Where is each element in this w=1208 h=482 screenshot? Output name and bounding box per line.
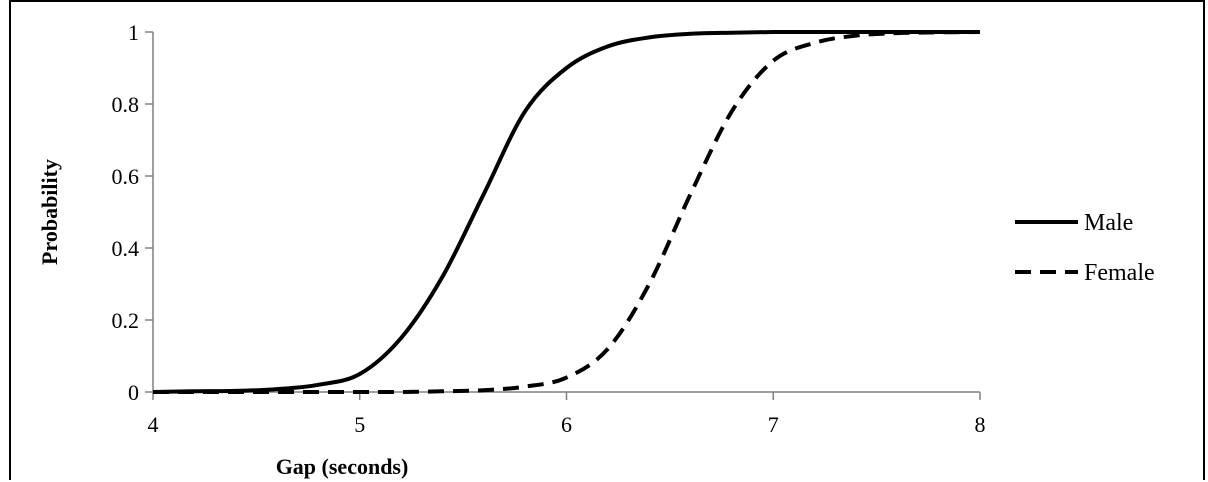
y-tick-label: 0.6 (112, 164, 140, 189)
x-axis-title: Gap (seconds) (276, 454, 409, 479)
y-tick-label: 0.8 (112, 92, 140, 117)
y-tick-label: 1 (128, 20, 139, 45)
chart-frame (9, 0, 1205, 480)
axes (152, 32, 980, 393)
y-tick-label: 0.4 (112, 236, 140, 261)
x-tick-label: 6 (561, 412, 572, 437)
x-ticks: 4 5 6 7 8 (148, 392, 986, 437)
x-tick-label: 4 (148, 412, 159, 437)
series-line-female (153, 30, 981, 395)
x-tick-label: 7 (768, 412, 779, 437)
legend-label-female: Female (1084, 260, 1155, 286)
y-axis-title: Probability (37, 159, 62, 265)
series-line-male (152, 29, 980, 394)
y-ticks: 0 0.2 0.4 0.6 0.8 1 (112, 20, 153, 405)
x-tick-label: 8 (975, 412, 986, 437)
legend: Male Female (1015, 210, 1155, 286)
y-tick-label: 0.2 (112, 308, 140, 333)
y-tick-label: 0 (128, 380, 139, 405)
x-tick-label: 5 (354, 412, 365, 437)
legend-label-male: Male (1084, 210, 1133, 236)
series-layer (152, 29, 981, 395)
